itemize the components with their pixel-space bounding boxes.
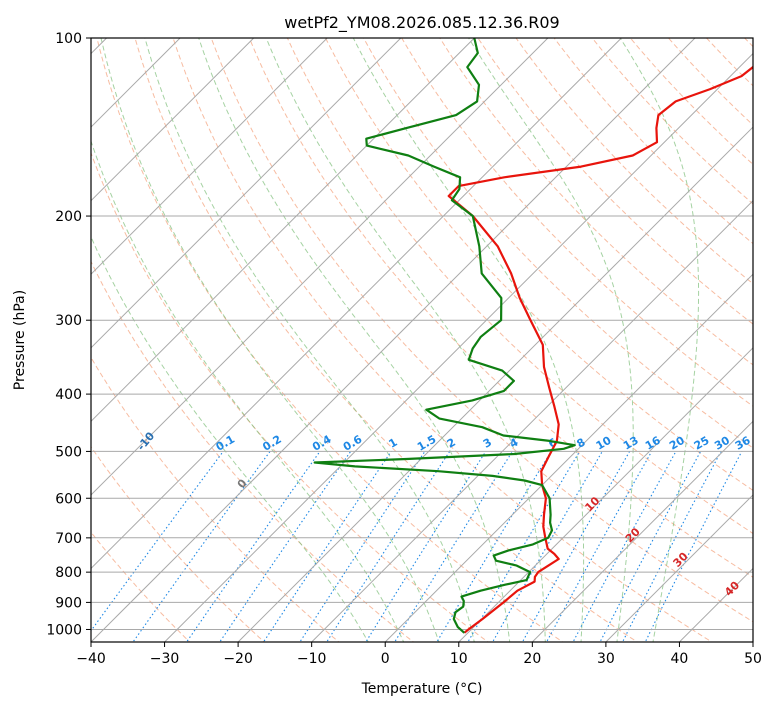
mixing-ratio-line — [219, 451, 352, 642]
isotherm-line — [91, 38, 402, 349]
x-tick-label: 30 — [597, 651, 615, 667]
y-tick-label: 300 — [55, 313, 82, 329]
mixing-ratio-line — [394, 451, 513, 642]
isotherm-line — [531, 420, 753, 642]
y-tick-label: 500 — [55, 444, 82, 460]
mixing-ratio-line — [599, 451, 702, 642]
isotherm-line — [91, 38, 255, 202]
isotherm-line — [311, 199, 753, 642]
isotherm-line — [458, 347, 753, 642]
mixing-ratio-line — [365, 451, 487, 642]
mixing-ratio-line — [436, 451, 552, 642]
isotherm-line — [91, 38, 328, 275]
axes: −40 −30 −20 −10 0 10 20 30 40 50 100 200 300 400 500 60… — [46, 31, 762, 667]
y-axis-label: Pressure (hPa) — [12, 290, 28, 390]
x-tick-label: 40 — [671, 651, 689, 667]
dry-adiabat-line — [439, 38, 753, 366]
y-tick-label: 400 — [55, 387, 82, 403]
dry-adiabat-line — [248, 38, 753, 578]
x-tick-label: −20 — [223, 651, 253, 667]
plot-frame — [90, 37, 754, 643]
x-tick-label: −40 — [76, 651, 106, 667]
mixing-ratio-line — [467, 451, 581, 642]
dry-adiabat-line — [172, 38, 713, 642]
mixing-ratio-line — [572, 451, 677, 642]
x-tick-label: 50 — [744, 651, 762, 667]
mixing-ratio-line — [299, 451, 426, 642]
dewpoint-line — [313, 38, 576, 634]
mixing-ratio-line — [185, 451, 321, 642]
y-tick-label: 100 — [55, 31, 82, 47]
isotherm-line — [164, 52, 753, 642]
x-tick-label: 0 — [381, 651, 390, 667]
isotherm-line — [384, 273, 753, 642]
mixing-ratio-line — [91, 451, 224, 632]
y-tick-label: 900 — [55, 595, 82, 611]
mixing-ratio-line — [132, 451, 271, 642]
chart-title: wetPf2_YM08.2026.085.12.36.R09 — [284, 13, 559, 33]
isotherm-line — [605, 494, 753, 642]
isotherm-line — [91, 38, 475, 423]
isotherm-line — [91, 38, 696, 642]
x-tick-label: 20 — [523, 651, 541, 667]
y-tick-label: 1000 — [46, 622, 82, 638]
y-tick-label: 200 — [55, 209, 82, 225]
profile-series — [313, 38, 753, 634]
mixing-ratio-line — [262, 451, 392, 642]
y-tick-label: 700 — [55, 531, 82, 547]
x-tick-label: 10 — [450, 651, 468, 667]
mixing-ratio-line — [621, 451, 722, 642]
y-tick-label: 600 — [55, 491, 82, 507]
dry-adiabat-line — [324, 38, 753, 491]
temperature-line — [447, 65, 753, 634]
mixing-ratio-line — [326, 451, 451, 642]
isotherm-line — [91, 38, 549, 496]
x-tick-label: −30 — [150, 651, 180, 667]
isotherm-line — [91, 38, 622, 570]
dry-adiabat-line — [401, 38, 753, 407]
dry-adiabat-line — [286, 38, 753, 535]
x-tick-label: −10 — [297, 651, 327, 667]
y-tick-label: 800 — [55, 565, 82, 581]
x-axis-label: Temperature (°C) — [361, 681, 483, 697]
